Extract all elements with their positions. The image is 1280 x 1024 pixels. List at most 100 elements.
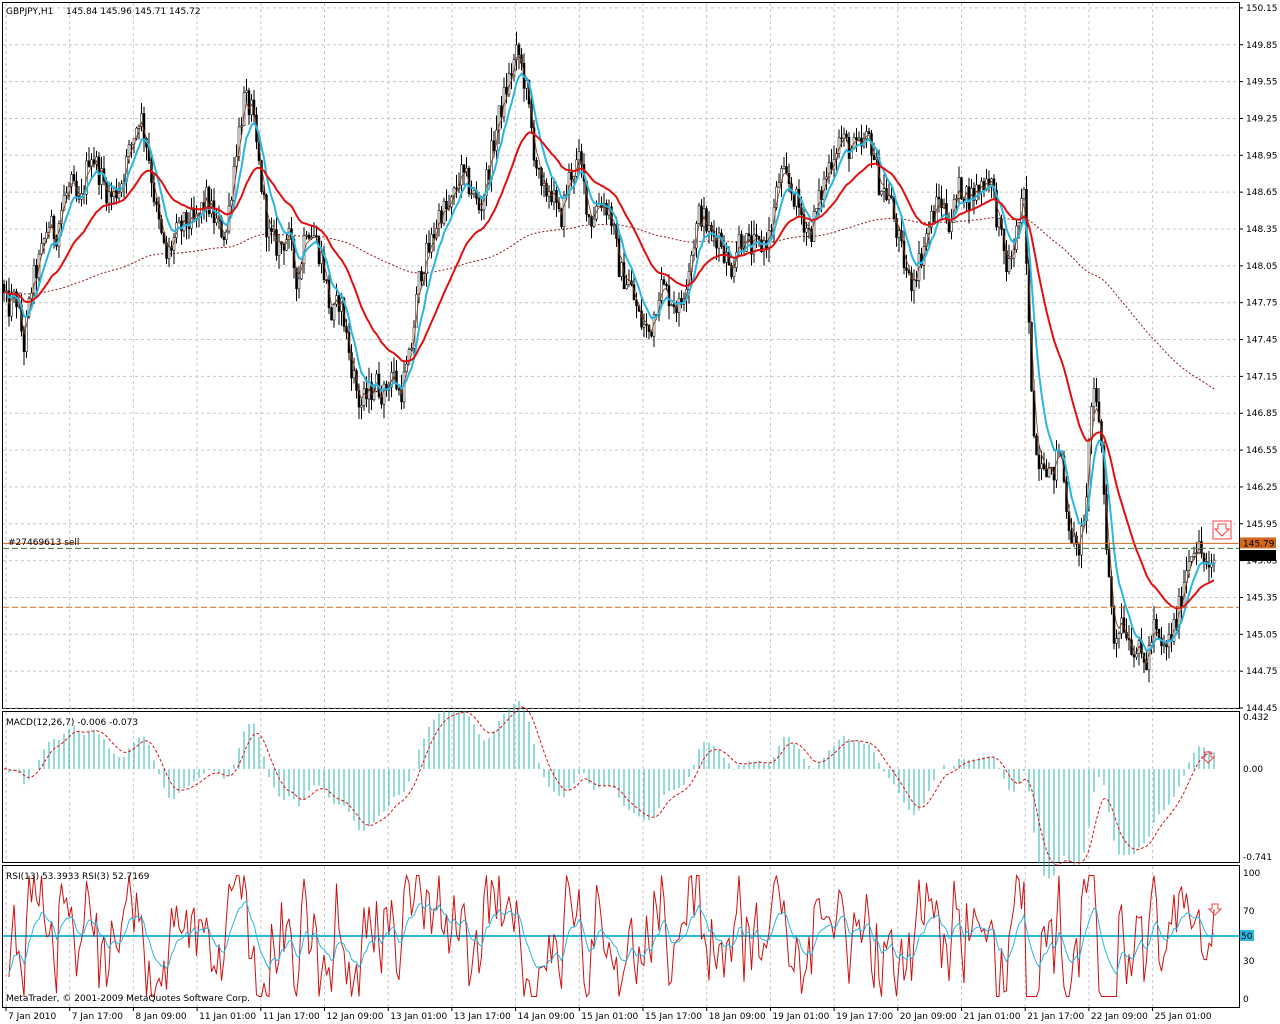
price-tick-label: 147.15 [1246,372,1278,382]
candle-body [950,221,953,232]
rsi13-line [8,901,1215,976]
ma-long-line [3,217,1215,390]
candle-body [185,212,188,227]
candle-body [1190,556,1193,562]
candle-body [1192,552,1196,557]
candle-body [997,218,1001,228]
candle-body [665,284,668,287]
candle-body [1070,530,1073,544]
candle-body [2,284,6,293]
time-tick-label: 25 Jan 01:00 [1155,1012,1212,1022]
candle-body [512,59,516,76]
candle-body [540,168,543,187]
candle-body [660,279,663,301]
candle-body [392,370,396,373]
price-tick-label: 145.35 [1246,593,1278,603]
macd-series: 0.432 0.00 -0.741 [3,700,1272,879]
candle-body [65,192,68,196]
candle-body [277,241,281,256]
candle-body [617,238,621,277]
candle-body [542,183,546,187]
candle-body [755,234,758,237]
candle-body [560,208,563,227]
candle-body [332,303,336,321]
candle-body [155,201,158,205]
time-tick-label: 15 Jan 17:00 [645,1012,702,1022]
candle-body [42,238,46,244]
candle-body [687,271,691,290]
candle-body [100,168,103,185]
candle-body [510,73,513,76]
candle-body [1117,633,1121,639]
candle-body [912,279,916,292]
candle-body [627,280,631,286]
candle-body [265,194,268,238]
rsi-series: 100705030050 [3,869,1260,1005]
price-tick-label: 145.95 [1246,520,1278,530]
candle-body [842,133,846,139]
macd-title: MACD(12,26,7) -0.006 -0.073 [6,718,138,728]
candle-body [425,242,428,275]
order-lines[interactable] [3,520,1239,608]
candle-body [1095,388,1098,403]
ohlc-header: 145.84 145.96 145.71 145.72 [66,7,201,17]
candle-body [275,229,278,256]
candle-body [1162,644,1166,647]
candle-body [592,218,596,227]
candle-body [460,164,463,186]
candle-body [567,172,571,195]
candle-body [462,164,466,173]
candle-body [32,265,36,294]
candle-body [1092,388,1096,407]
candle-body [1115,638,1118,644]
candle-body [297,278,301,290]
candle-body [1000,218,1003,230]
candle-body [867,131,871,134]
candle-body [70,174,73,187]
candle-body [882,188,886,192]
candle-body [625,284,628,290]
time-tick-label: 21 Jan 17:00 [1027,1012,1084,1022]
price-tick-label: 144.75 [1246,667,1278,677]
candle-body [295,267,298,290]
candle-body [777,182,781,188]
time-axis: 7 Jan 2010 7 Jan 17:00 8 Jan 09:00 11 Jan 0… [5,1007,1212,1022]
time-tick-label: 15 Jan 01:00 [581,1012,638,1022]
candle-body [430,234,433,253]
time-tick-label: 21 Jan 01:00 [964,1012,1021,1022]
main-panel[interactable] [2,2,1240,709]
candle-body [97,156,101,185]
candle-body [845,133,848,138]
candle-body [1005,250,1008,273]
price-tick-label: 146.55 [1246,446,1278,456]
price-axis: 150.15 149.85 149.55 149.25 148.95 148.65 148.… [1239,4,1278,714]
time-tick-label: 7 Jan 2010 [8,1012,56,1022]
price-tick-label: 148.65 [1246,188,1278,198]
candle-body [1072,535,1076,544]
candle-body [887,195,891,201]
candle-body [492,140,496,151]
main-title: GBPJPY,H1 [6,7,53,17]
candle-body [407,349,411,365]
candle-body [872,155,876,160]
candle-body [52,215,56,240]
candle-body [865,131,868,139]
candle-body [1122,617,1126,633]
price-tick-label: 146.25 [1246,483,1278,493]
candle-body [110,191,113,198]
macd-tick-label: 0.00 [1243,765,1263,775]
candle-body [310,236,313,239]
candle-body [810,228,813,242]
candle-body [577,151,581,161]
candle-body [352,370,356,379]
candle-body [165,242,168,259]
candle-body [570,172,573,180]
candle-body [547,191,551,197]
macd-panel[interactable] [2,711,1240,863]
candle-body [740,234,743,249]
price-tick-label: 148.35 [1246,225,1278,235]
candle-body [910,272,913,292]
price-tick-label: 146.85 [1246,409,1278,419]
candle-body [87,160,91,167]
